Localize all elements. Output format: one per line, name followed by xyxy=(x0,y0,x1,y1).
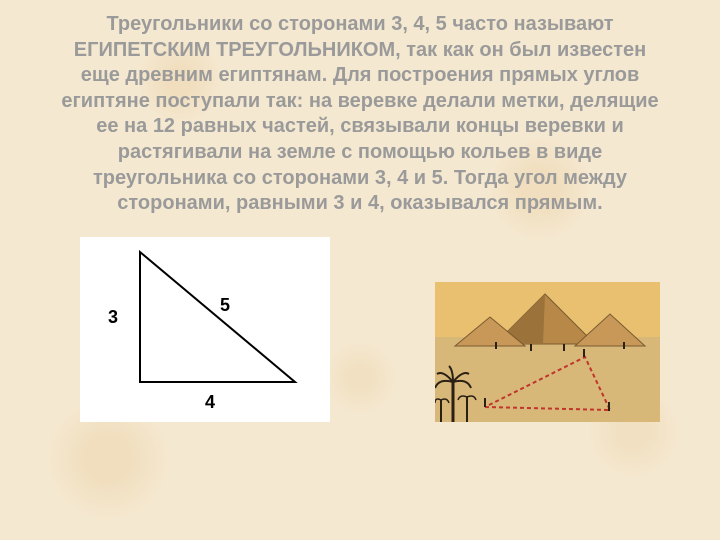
label-side-a: 3 xyxy=(108,307,118,328)
body-paragraph: Треугольники со сторонами 3, 4, 5 часто … xyxy=(0,0,720,217)
egypt-svg xyxy=(435,282,660,422)
figures-row: 3 4 5 xyxy=(0,217,720,422)
triangle-shape xyxy=(140,252,295,382)
sand xyxy=(435,337,660,422)
egypt-scene xyxy=(435,282,660,422)
triangle-figure: 3 4 5 xyxy=(80,237,330,422)
label-side-b: 4 xyxy=(205,392,215,413)
label-side-c: 5 xyxy=(220,295,230,316)
